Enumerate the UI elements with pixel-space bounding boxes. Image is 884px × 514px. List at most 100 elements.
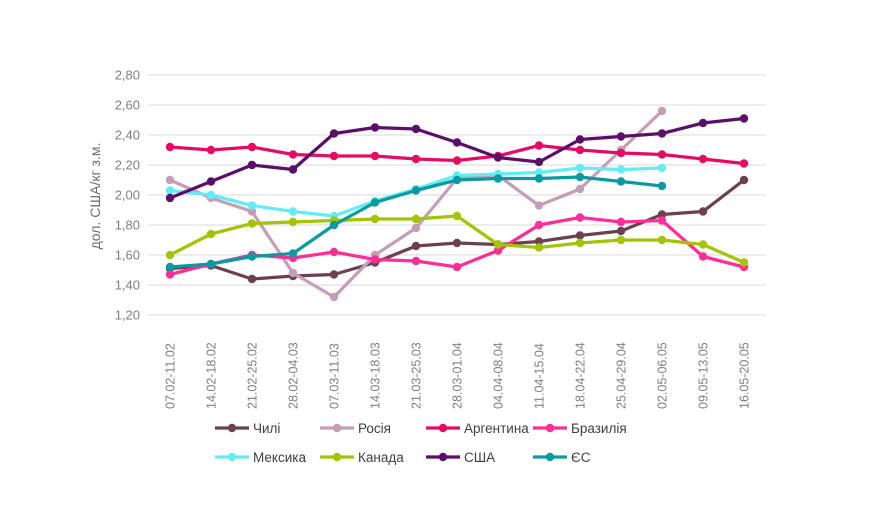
x-tick-label: 25.04-29.04 [615,342,629,409]
data-point [657,150,667,159]
data-point [329,270,339,279]
data-point [329,292,339,302]
x-tick-label: 28.02-04.03 [287,342,301,409]
x-tick-label: 21.03-25.03 [410,342,424,409]
data-point [452,156,462,165]
x-tick-label: 21.02-25.02 [246,342,260,409]
data-point [657,216,667,225]
y-tick-label: 2,80 [115,68,140,83]
data-point [575,238,585,248]
x-tick-label: 16.05-20.05 [738,342,752,409]
data-point [165,142,175,152]
data-point [288,268,298,278]
y-tick-label: 1,40 [115,278,140,293]
data-point [575,135,585,144]
data-point [329,151,339,161]
data-point [370,123,380,132]
x-tick-label: 14.03-18.03 [369,342,383,409]
data-point [288,150,298,159]
data-point [288,165,298,174]
legend-item-canada: Канада [320,450,404,465]
series-lines [165,106,749,302]
legend-swatch-dot [332,452,342,462]
y-tick-label: 2,00 [115,188,140,203]
data-point [288,249,298,258]
series-canada [165,211,749,267]
x-tick-label: 09.05-13.05 [697,342,711,409]
x-tick-label: 07.02-11.02 [164,343,178,409]
data-point [165,186,175,195]
data-point [534,157,544,167]
data-point [698,154,708,164]
data-point [206,177,216,186]
data-point [288,207,298,216]
data-point [739,114,749,123]
data-point [206,190,216,200]
x-tick-label: 28.03-01.04 [451,342,465,409]
data-point [452,175,462,185]
data-point [165,250,175,260]
data-point [493,240,503,249]
data-point [575,172,585,182]
data-point [247,219,257,228]
legend-swatch-dot [545,452,555,462]
x-axis-tick-labels: 07.02-11.02 14.02-18.02 21.02-25.02 28.02-0… [164,342,752,409]
data-point [370,151,380,161]
series-usa [165,114,749,203]
data-point [616,235,626,245]
data-point [165,175,175,185]
data-point [534,174,544,183]
legend-swatch-dot [438,452,448,462]
x-tick-label: 14.02-18.02 [205,342,219,409]
data-point [534,243,544,252]
y-tick-label: 2,40 [115,128,140,143]
data-point [575,231,585,240]
data-point [370,214,380,224]
data-point [616,226,626,236]
series-eu [165,172,667,272]
data-point [247,160,257,170]
data-point [329,247,339,257]
legend-item-argentina: Аргентина [426,421,529,436]
data-point [247,142,257,152]
data-point [411,223,421,233]
data-point [739,258,749,267]
y-tick-label: 2,60 [115,98,140,113]
legend-label: ЄС [571,450,591,465]
data-point [411,256,421,266]
data-point [493,246,503,255]
data-point [247,207,257,216]
data-point [370,255,380,264]
data-point [288,217,298,227]
data-point [698,252,708,261]
data-point [657,235,667,245]
legend-label: Росія [358,421,391,436]
legend-label: Канада [358,450,404,465]
data-point [452,211,462,221]
legend-swatch-dot [438,423,448,433]
legend-label: Чилі [253,421,280,436]
data-point [452,238,462,248]
data-point [657,106,667,116]
data-point [411,186,421,195]
x-tick-label: 04.04-08.04 [492,342,506,409]
x-tick-label: 07.03-11.03 [328,343,342,409]
data-point [493,153,503,162]
data-point [452,138,462,147]
data-point [411,154,421,164]
legend-label: США [464,450,495,465]
legend-label: Аргентина [464,421,529,436]
data-point [657,129,667,138]
legend-swatch-dot [545,423,555,433]
y-axis-title: дол. США/кг з.м. [87,143,103,250]
series-argentina [165,141,749,168]
data-point [534,220,544,230]
data-point [206,259,216,269]
data-point [575,145,585,155]
data-point [247,274,257,284]
legend-label: Бразилія [571,421,627,436]
data-point [165,193,175,203]
data-point [206,145,216,155]
